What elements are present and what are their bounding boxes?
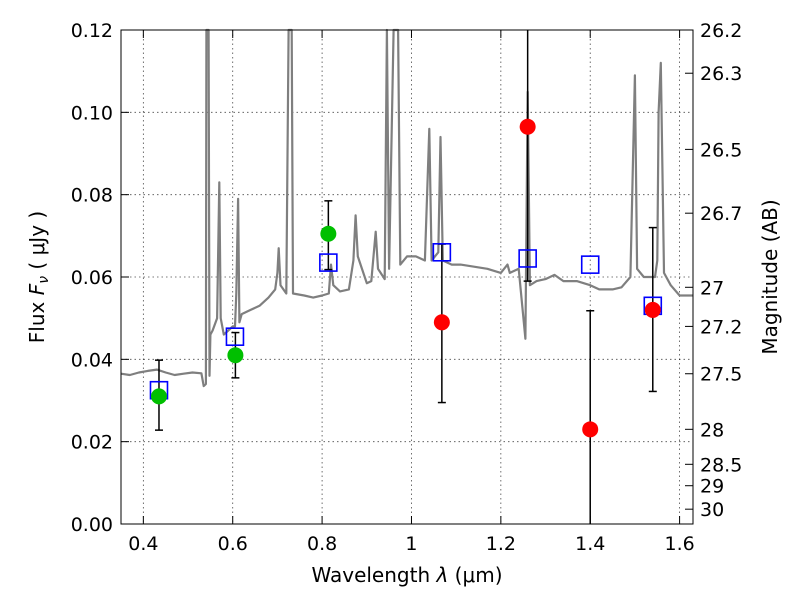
y2-tick-label: 27 (700, 277, 724, 299)
x-tick-label: 1.2 (486, 533, 516, 555)
y-tick-label: 0.10 (71, 102, 113, 124)
grid (121, 30, 693, 524)
flux-point (433, 314, 450, 331)
x-tick-label: 1.6 (664, 533, 694, 555)
x-axis-label: Wavelength λ (μm) (311, 563, 502, 587)
x-tick-label: 1.4 (575, 533, 605, 555)
y-tick-label: 0.00 (71, 514, 113, 536)
x-tick-label: 1 (405, 533, 417, 555)
model-flux-square (225, 327, 245, 346)
y2-tick-label: 27.5 (700, 364, 742, 386)
y-tick-label: 0.04 (71, 349, 113, 371)
y2-tick-label: 26.5 (700, 139, 742, 161)
axis-ticks: 0.4 0.6 0.8 1 1.2 1.4 1.6 0.00 0.02 0.04 0.06 0.08 0… (71, 20, 743, 555)
model-flux-square (580, 255, 600, 274)
flux-point (320, 225, 337, 242)
model-flux-square (432, 243, 452, 262)
y2-tick-label: 28 (700, 419, 724, 441)
x-tick-label: 0.4 (128, 533, 158, 555)
y2-tick-label: 28.5 (700, 454, 742, 476)
y-tick-label: 0.02 (71, 432, 113, 454)
y-axis-label: Flux Fν ( μJy ) (25, 211, 52, 343)
y2-tick-label: 30 (700, 499, 724, 521)
flux-point (150, 388, 167, 405)
model-flux-square (319, 253, 338, 272)
marker-group (149, 118, 663, 438)
y2-tick-label: 26.7 (700, 203, 742, 225)
flux-point (227, 347, 244, 364)
spectrum-line (120, 28, 693, 388)
y-tick-label: 0.06 (71, 267, 113, 289)
right-axis-label: Magnitude (AB) (758, 199, 782, 354)
flux-point (582, 421, 599, 438)
y2-tick-label: 26.2 (700, 20, 742, 42)
spectrum-series (120, 28, 693, 388)
y2-tick-label: 26.3 (700, 63, 742, 85)
x-tick-label: 0.8 (307, 533, 337, 555)
flux-point (519, 118, 536, 135)
flux-point (644, 301, 661, 318)
y2-tick-label: 27.2 (700, 316, 742, 338)
y-tick-label: 0.08 (71, 185, 113, 207)
model-flux-square (518, 249, 537, 268)
y2-tick-label: 29 (700, 476, 724, 498)
x-tick-label: 0.6 (218, 533, 248, 555)
y-tick-label: 0.12 (71, 20, 113, 42)
